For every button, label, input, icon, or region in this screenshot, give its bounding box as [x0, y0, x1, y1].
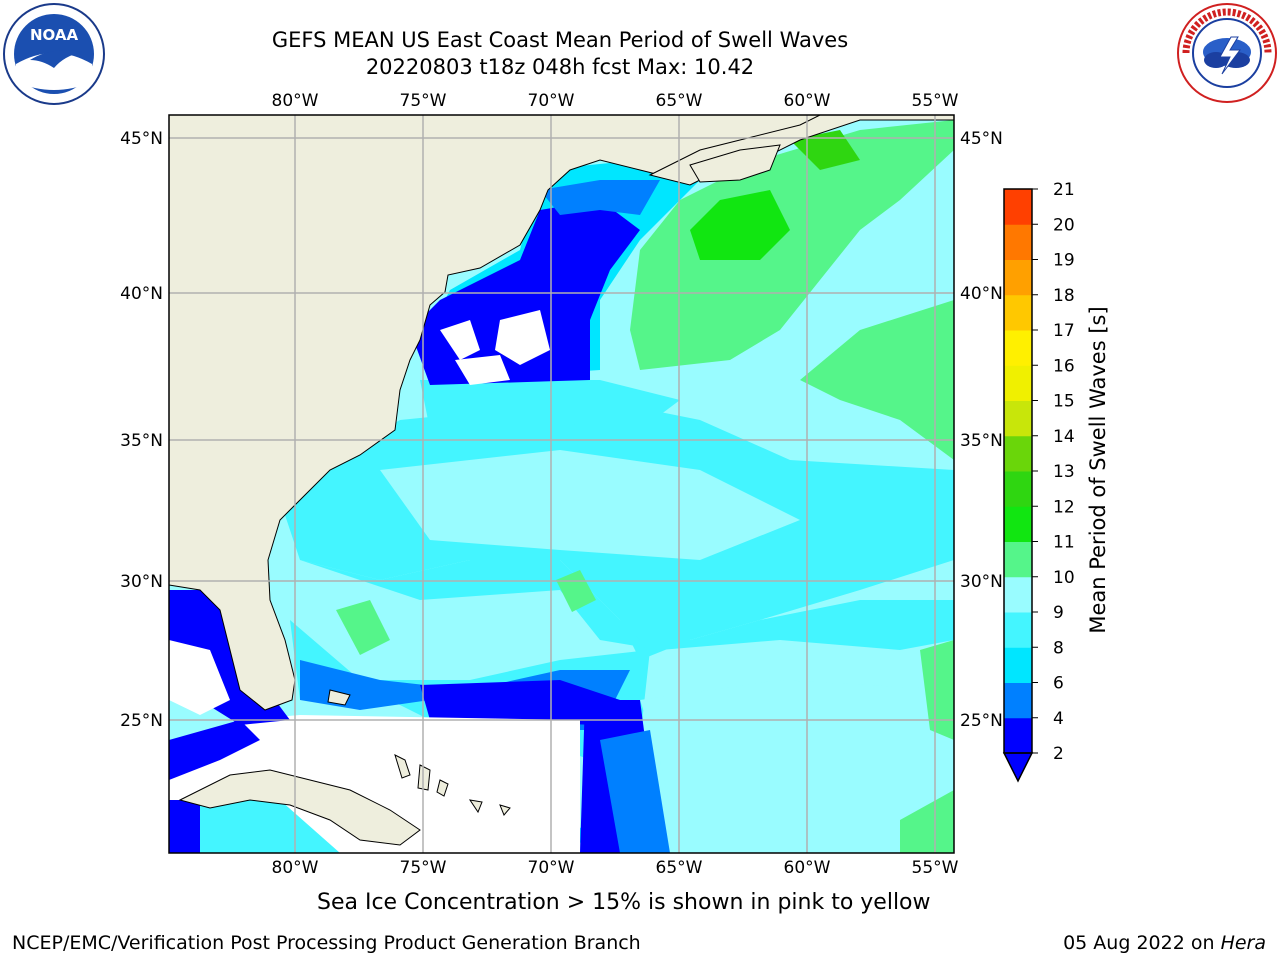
colorbar-segment — [1004, 365, 1032, 401]
lat-label-left: 30°N — [120, 572, 163, 592]
colorbar-segment — [1004, 435, 1032, 472]
issue-date-text: 05 Aug 2022 on — [1063, 932, 1215, 954]
lat-label-right: 35°N — [960, 431, 1003, 451]
nws-logo — [1177, 3, 1277, 103]
lon-label-bottom: 70°W — [528, 858, 575, 878]
colorbar-tick-label: 2 — [1053, 744, 1064, 764]
colorbar-tick-label: 12 — [1053, 497, 1075, 517]
colorbar-tick-label: 9 — [1053, 603, 1064, 623]
lon-label-top: 75°W — [400, 91, 447, 111]
colorbar-tick-label: 6 — [1053, 674, 1064, 694]
colorbar-tick-label: 20 — [1053, 215, 1075, 235]
colorbar-tick-label: 8 — [1053, 638, 1064, 658]
colorbar-segment — [1004, 471, 1032, 507]
colorbar-tick-label: 4 — [1053, 709, 1064, 729]
sea-ice-note: Sea Ice Concentration > 15% is shown in … — [317, 890, 931, 915]
colorbar-tick-label: 18 — [1053, 286, 1075, 306]
colorbar-segment — [1004, 541, 1032, 578]
colorbar-tick-label: 21 — [1053, 180, 1075, 200]
lon-label-top: 55°W — [912, 91, 959, 111]
colorbar-segment — [1004, 647, 1032, 683]
lat-label-right: 45°N — [960, 129, 1003, 149]
lat-label-left: 45°N — [120, 129, 163, 149]
colorbar-segment — [1004, 717, 1032, 754]
colorbar-extend-arrow — [1002, 752, 1034, 783]
lon-label-top: 80°W — [272, 91, 319, 111]
lat-label-left: 35°N — [120, 431, 163, 451]
lon-label-top: 60°W — [784, 91, 831, 111]
colorbar-tick-label: 11 — [1053, 533, 1075, 553]
colorbar-tick-label: 19 — [1053, 251, 1075, 271]
lat-label-right: 25°N — [960, 711, 1003, 731]
colorbar-tick-label: 10 — [1053, 568, 1075, 588]
lon-label-bottom: 75°W — [400, 858, 447, 878]
host-name: Hera — [1220, 932, 1266, 954]
lat-label-left: 40°N — [120, 284, 163, 304]
issue-date: 05 Aug 2022 on Hera — [1063, 932, 1266, 954]
colorbar-segment — [1004, 576, 1032, 613]
lon-label-bottom: 60°W — [784, 858, 831, 878]
lon-label-top: 65°W — [656, 91, 703, 111]
lon-label-bottom: 55°W — [912, 858, 959, 878]
map-gridlines — [169, 115, 954, 853]
producer-credit: NCEP/EMC/Verification Post Processing Pr… — [12, 932, 641, 954]
colorbar-segment — [1004, 294, 1032, 331]
colorbar-segment — [1004, 400, 1032, 437]
colorbar-tick-label: 14 — [1053, 427, 1075, 447]
lat-label-left: 25°N — [120, 711, 163, 731]
colorbar-segment — [1004, 259, 1032, 296]
colorbar-tick-label: 17 — [1053, 321, 1075, 341]
colorbar-segment — [1004, 189, 1032, 225]
colorbar-segment — [1004, 506, 1032, 542]
map-plot-area — [169, 115, 954, 853]
lon-label-bottom: 65°W — [656, 858, 703, 878]
lon-label-top: 70°W — [528, 91, 575, 111]
chart-title: GEFS MEAN US East Coast Mean Period of S… — [271, 28, 849, 52]
chart-subtitle: 20220803 t18z 048h fcst Max: 10.42 — [365, 55, 755, 79]
colorbar-tick-label: 13 — [1053, 462, 1075, 482]
map-frame — [168, 114, 955, 854]
lon-label-bottom: 80°W — [272, 858, 319, 878]
colorbar-label: Mean Period of Swell Waves [s] — [1086, 306, 1110, 633]
colorbar-segment — [1004, 682, 1032, 719]
colorbar-segment — [1004, 330, 1032, 366]
colorbar-segment — [1004, 612, 1032, 648]
noaa-logo-text: NOAA — [30, 26, 79, 44]
lat-label-right: 30°N — [960, 572, 1003, 592]
lat-label-right: 40°N — [960, 284, 1003, 304]
colorbar-segment — [1004, 224, 1032, 260]
colorbar-tick-label: 15 — [1053, 392, 1075, 412]
colorbar: 2 4 6 8 9 10 11 12 13 14 15 16 17 18 19 20 21 — [1002, 180, 1075, 783]
colorbar-tick-label: 16 — [1053, 356, 1075, 376]
noaa-logo: NOAA — [3, 3, 105, 105]
